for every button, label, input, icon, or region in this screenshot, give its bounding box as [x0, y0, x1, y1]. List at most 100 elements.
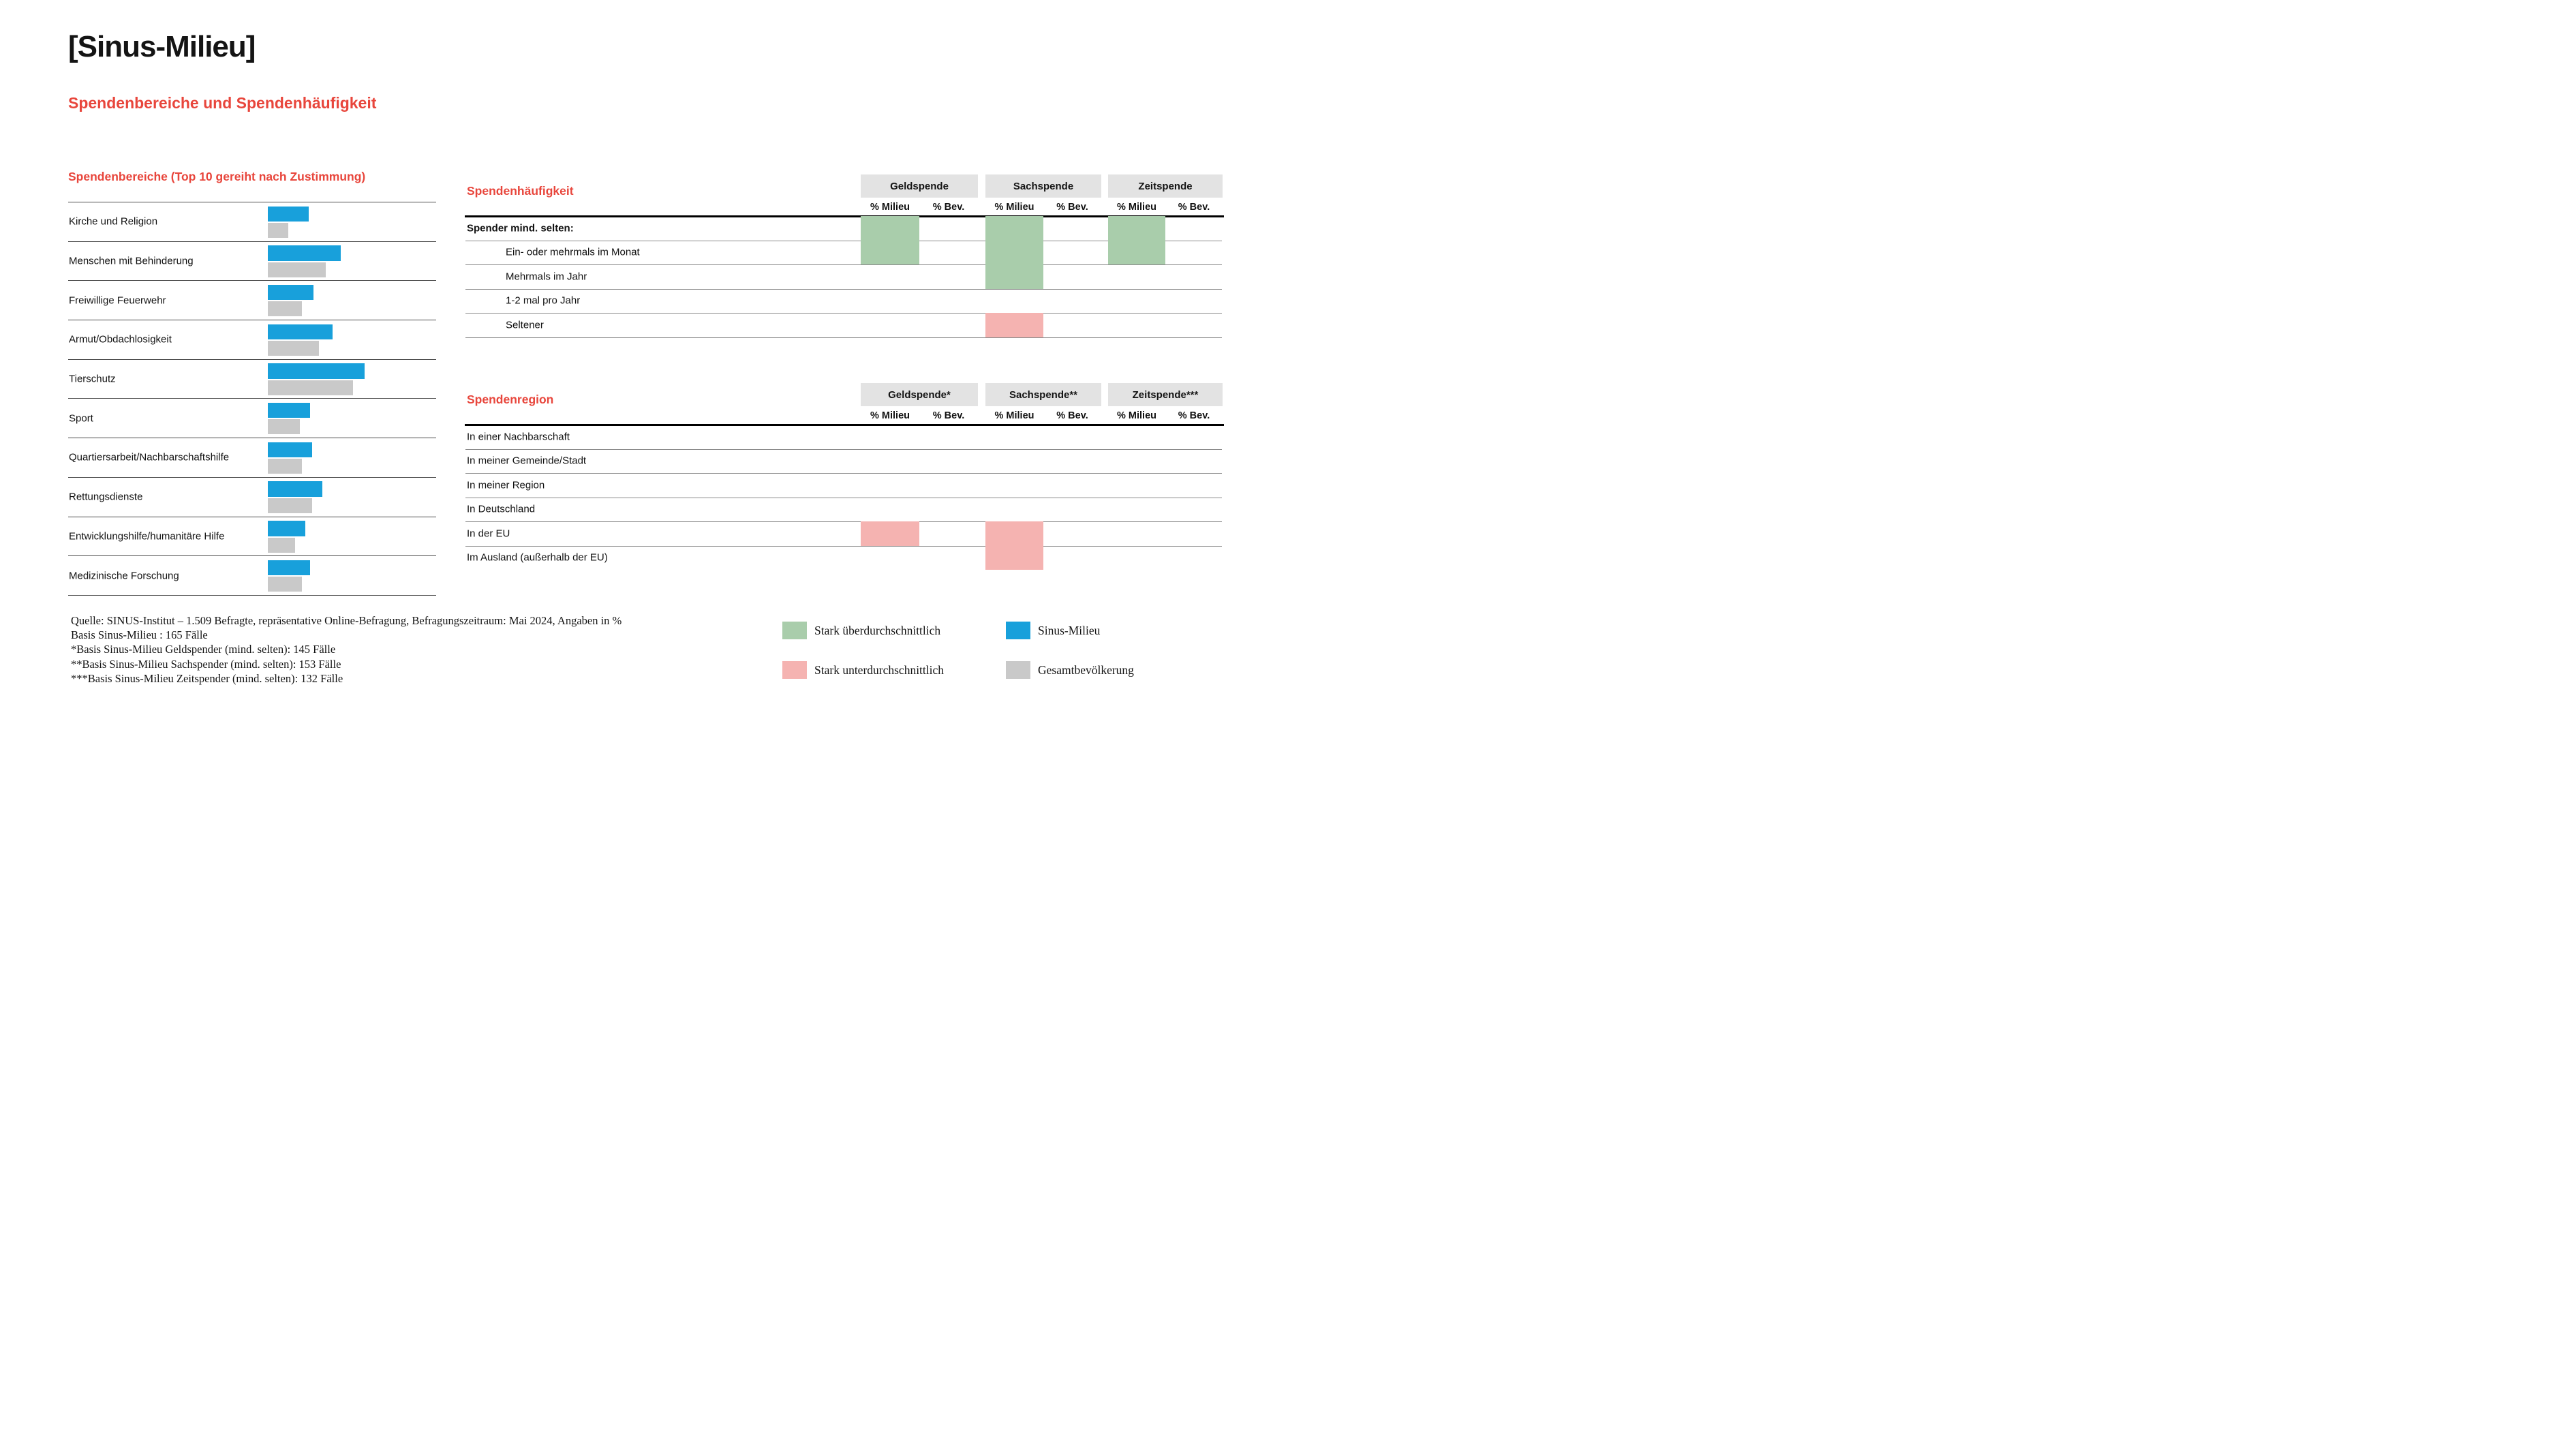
bev-bar [267, 537, 295, 553]
table-row: In der EU [465, 521, 1222, 547]
subcolumn-header: % Milieu [870, 202, 910, 213]
row-label: In meiner Gemeinde/Stadt [467, 455, 587, 467]
area-label: Sport [69, 412, 93, 425]
area-row: Kirche und Religion [68, 202, 436, 241]
milieu-bar [267, 481, 322, 497]
table-row: In meiner Gemeinde/Stadt [465, 449, 1222, 474]
footer-note: ***Basis Sinus-Milieu Zeitspender (mind.… [71, 671, 343, 685]
row-label: Im Ausland (außerhalb der EU) [467, 551, 608, 564]
highlight-cell-green [861, 240, 919, 264]
frequency-table-title: Spendenhäufigkeit [467, 184, 574, 198]
highlight-cell-red [861, 521, 919, 546]
table-row: Seltener [465, 313, 1222, 338]
subcolumn-header: % Bev. [1056, 410, 1088, 421]
highlight-cell-red [985, 521, 1043, 546]
highlight-cell-green [985, 264, 1043, 289]
footer-note: Basis Sinus-Milieu : 165 Fälle [71, 628, 208, 642]
subcolumn-header: % Bev. [932, 202, 965, 213]
row-label: Ein- oder mehrmals im Monat [506, 246, 640, 258]
row-label: In der EU [467, 528, 510, 540]
bev-bar [267, 498, 312, 513]
table-row: In Deutschland [465, 498, 1222, 522]
highlight-cell-green [861, 216, 919, 241]
column-header: Sachspende** [985, 383, 1101, 406]
bev-bar [267, 223, 288, 238]
column-header-label: Geldspende [890, 180, 949, 192]
area-label: Armut/Obdachlosigkeit [69, 333, 172, 346]
highlight-cell-green [985, 240, 1043, 264]
area-label: Freiwillige Feuerwehr [69, 294, 166, 307]
legend-item: Sinus-Milieu [1006, 622, 1100, 639]
legend-swatch-blue-icon [1006, 622, 1030, 639]
table-row: Spender mind. selten: [465, 216, 1222, 241]
table-row: Ein- oder mehrmals im Monat [465, 240, 1222, 265]
milieu-bar [267, 521, 305, 536]
bev-bar [267, 577, 302, 592]
column-header: Sachspende [985, 174, 1101, 198]
milieu-bar [267, 363, 365, 379]
area-label: Menschen mit Behinderung [69, 255, 194, 267]
page-title: [Sinus-Milieu] [68, 30, 256, 63]
column-header-label: Zeitspende [1138, 180, 1193, 192]
table-row: Im Ausland (außerhalb der EU) [465, 545, 1222, 570]
area-row: Medizinische Forschung [68, 555, 436, 595]
column-header-label: Geldspende* [888, 388, 951, 401]
region-table-title: Spendenregion [467, 393, 554, 406]
milieu-bar [267, 284, 313, 301]
row-label: In meiner Region [467, 479, 545, 491]
table-row: 1-2 mal pro Jahr [465, 289, 1222, 314]
area-row: Tierschutz [68, 359, 436, 399]
row-label: In einer Nachbarschaft [467, 431, 570, 443]
subcolumn-header: % Milieu [1116, 410, 1157, 421]
table-row: In einer Nachbarschaft [465, 425, 1222, 450]
table-row: In meiner Region [465, 473, 1222, 498]
area-row: Freiwillige Feuerwehr [68, 280, 436, 320]
subcolumn-header: % Milieu [870, 410, 910, 421]
area-label: Quartiersarbeit/Nachbarschaftshilfe [69, 451, 230, 463]
table-row: Mehrmals im Jahr [465, 264, 1222, 290]
milieu-bar [267, 442, 312, 458]
subcolumn-header: % Bev. [932, 410, 965, 421]
thick-divider [465, 215, 1224, 217]
area-row: Quartiersarbeit/Nachbarschaftshilfe [68, 438, 436, 477]
row-label: Seltener [506, 319, 544, 331]
footer-note: Quelle: SINUS-Institut – 1.509 Befragte,… [71, 614, 622, 627]
area-label: Tierschutz [69, 373, 116, 385]
legend-label: Gesamtbevölkerung [1038, 662, 1134, 677]
highlight-cell-green [985, 216, 1043, 241]
milieu-bar [267, 560, 310, 576]
area-row: Entwicklungshilfe/humanitäre Hilfe [68, 516, 436, 556]
highlight-cell-green [1108, 240, 1165, 264]
footer-note: **Basis Sinus-Milieu Sachspender (mind. … [71, 657, 341, 671]
column-header: Zeitspende*** [1108, 383, 1223, 406]
bev-bar [267, 419, 300, 435]
source-notes: Quelle: SINUS-Institut – 1.509 Befragte,… [71, 613, 622, 686]
areas-chart-title: Spendenbereiche (Top 10 gereiht nach Zus… [68, 170, 366, 183]
bev-bar [267, 341, 319, 356]
bev-bar [267, 380, 353, 395]
area-row: Sport [68, 398, 436, 438]
area-label: Rettungsdienste [69, 491, 143, 503]
legend-swatch-gray-icon [1006, 661, 1030, 679]
legend-item: Stark überdurchschnittlich [782, 622, 940, 639]
milieu-bar [267, 324, 333, 340]
column-header: Geldspende* [861, 383, 978, 406]
column-header: Geldspende [861, 174, 978, 198]
legend-label: Sinus-Milieu [1038, 623, 1101, 637]
row-label: Spender mind. selten: [467, 222, 574, 234]
legend-swatch-pink-icon [782, 661, 807, 679]
subcolumn-header: % Bev. [1056, 202, 1088, 213]
column-header-label: Sachspende [1013, 180, 1074, 192]
subcolumn-header: % Milieu [1116, 202, 1157, 213]
row-label: 1-2 mal pro Jahr [506, 294, 581, 307]
subcolumn-header: % Bev. [1178, 202, 1210, 213]
subcolumn-header: % Milieu [994, 202, 1034, 213]
milieu-bar [267, 206, 309, 222]
area-label: Medizinische Forschung [69, 570, 179, 582]
row-label: Mehrmals im Jahr [506, 271, 587, 283]
subcolumn-header: % Milieu [994, 410, 1034, 421]
row-label: In Deutschland [467, 503, 536, 515]
bev-bar [267, 262, 326, 277]
bev-bar [267, 301, 302, 317]
highlight-cell-red [985, 313, 1043, 337]
